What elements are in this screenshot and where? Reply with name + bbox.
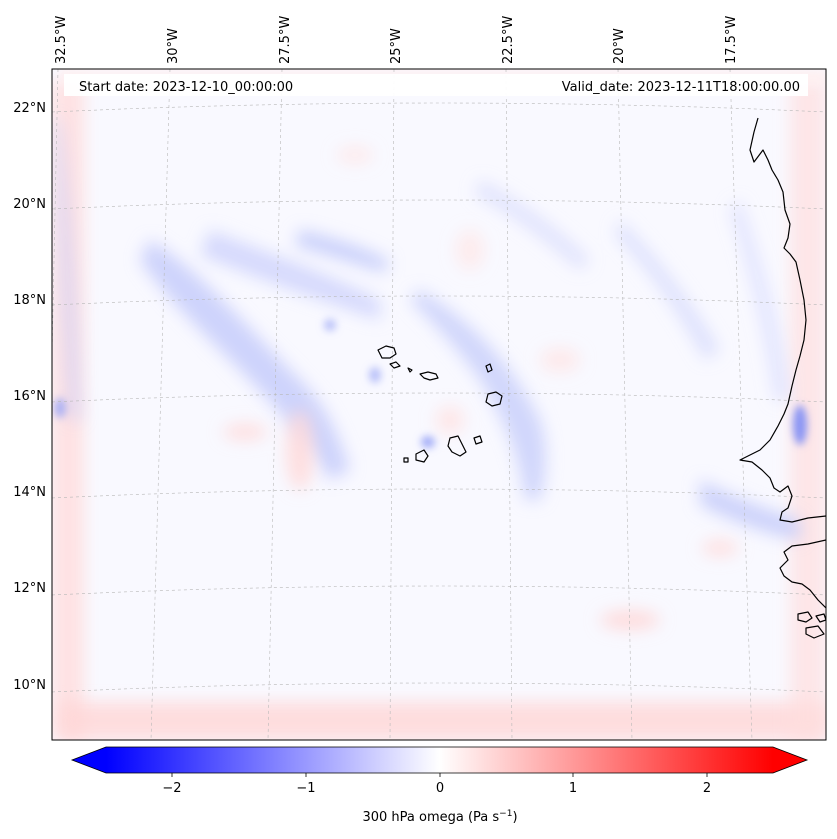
longitude-axis: 32.5°W 30°W 27.5°W 25°W 22.5°W 20°W 17.5… bbox=[54, 16, 739, 64]
colorbar-label-0: 0 bbox=[436, 781, 444, 796]
gridline-lon-20w bbox=[617, 69, 633, 740]
colorbar-label-m1: −1 bbox=[296, 781, 315, 796]
gridline-lon-22-5w bbox=[505, 69, 513, 740]
gridline-lon-25w bbox=[389, 69, 395, 740]
descent-patch-1 bbox=[286, 410, 314, 490]
map-gridlines bbox=[52, 69, 826, 740]
lat-label-14n: 14°N bbox=[13, 485, 46, 500]
gridline-lat-10n bbox=[52, 682, 826, 693]
lon-label-32-5w: 32.5°W bbox=[54, 16, 69, 64]
lon-label-17-5w: 17.5°W bbox=[724, 16, 739, 64]
colorbar-label-2: 2 bbox=[703, 781, 711, 796]
island-santiago bbox=[447, 435, 467, 457]
gridline-lat-22n bbox=[52, 102, 826, 113]
island-brava bbox=[403, 457, 409, 463]
gridline-lon-27-5w bbox=[267, 69, 283, 740]
ascent-core-east bbox=[793, 405, 807, 445]
colorbar-title-end: ) bbox=[512, 810, 517, 825]
lat-label-22n: 22°N bbox=[13, 101, 46, 116]
omega-subsidence-regions bbox=[223, 147, 738, 630]
lat-label-20n: 20°N bbox=[13, 197, 46, 212]
gridline-lat-18n bbox=[52, 295, 826, 306]
colorbar-min-extend bbox=[72, 747, 106, 773]
island-boa-vista bbox=[485, 391, 503, 407]
colorbar-title-sup: −1 bbox=[499, 809, 512, 819]
colorbar-max-extend bbox=[773, 747, 807, 773]
descent-patch-7 bbox=[540, 348, 580, 372]
ascent-core-center bbox=[369, 367, 381, 383]
ascent-streak-6 bbox=[615, 220, 720, 360]
ascent-streak-3 bbox=[295, 230, 390, 272]
colorbar-title: 300 hPa omega (Pa s−1) bbox=[362, 809, 517, 825]
lon-label-30w: 30°W bbox=[166, 28, 181, 64]
lon-label-27-5w: 27.5°W bbox=[278, 16, 293, 64]
descent-patch-6 bbox=[337, 147, 373, 163]
descent-patch-3 bbox=[600, 610, 660, 630]
colorbar-gradient bbox=[106, 747, 773, 773]
gridline-lat-12n bbox=[52, 585, 826, 596]
gridline-lon-30w bbox=[150, 69, 171, 740]
descent-patch-5 bbox=[436, 406, 464, 434]
lat-label-10n: 10°N bbox=[13, 678, 46, 693]
colorbar-label-1: 1 bbox=[569, 781, 577, 796]
ascent-streak-4 bbox=[410, 290, 546, 500]
island-sal bbox=[485, 363, 493, 373]
ascent-streak-8 bbox=[700, 480, 800, 540]
gridline-lat-16n bbox=[52, 392, 826, 403]
ascent-core-north bbox=[324, 319, 336, 331]
island-fogo bbox=[415, 449, 429, 463]
lon-label-25w: 25°W bbox=[389, 28, 404, 64]
omega-band-south bbox=[60, 702, 826, 740]
coastline-bissagos-1 bbox=[797, 611, 813, 623]
colorbar-ticks bbox=[171, 773, 708, 777]
island-santo-antao bbox=[377, 345, 397, 359]
island-sao-vicente bbox=[389, 361, 401, 369]
island-santa-luzia bbox=[407, 367, 413, 373]
coastline-bissagos-3 bbox=[815, 613, 826, 623]
ascent-streak-9 bbox=[730, 200, 790, 400]
map-frame bbox=[51, 68, 827, 741]
map-plot-area: Start date: 2023-12-10_00:00:00 Valid_da… bbox=[51, 68, 827, 741]
ascent-streak-2 bbox=[200, 230, 380, 320]
lat-label-16n: 16°N bbox=[13, 389, 46, 404]
gridline-lon-17-5w bbox=[729, 69, 753, 740]
gridline-lat-20n bbox=[52, 199, 826, 210]
lat-label-18n: 18°N bbox=[13, 293, 46, 308]
ascent-core-west bbox=[54, 398, 66, 418]
island-sao-nicolau bbox=[419, 371, 439, 381]
coastline-guinea-bissau bbox=[779, 539, 826, 609]
lon-label-22-5w: 22.5°W bbox=[501, 16, 516, 64]
coastline-africa bbox=[739, 117, 826, 523]
ascent-streak-5 bbox=[475, 180, 590, 270]
island-maio bbox=[473, 435, 483, 445]
gridline-lat-14n bbox=[52, 488, 826, 499]
colorbar-title-main: 300 hPa omega (Pa s bbox=[362, 810, 499, 825]
descent-patch-8 bbox=[456, 230, 484, 270]
ascent-streak-7 bbox=[55, 120, 80, 420]
coastlines bbox=[377, 117, 826, 639]
colorbar-outline bbox=[70, 746, 809, 774]
latitude-axis: 22°N 20°N 18°N 16°N 14°N 12°N 10°N bbox=[13, 101, 46, 693]
map-header-box bbox=[64, 74, 808, 96]
ascent-core-islands bbox=[421, 436, 435, 448]
descent-patch-4 bbox=[702, 540, 738, 556]
valid-date-label: Valid_date: 2023-12-11T18:00:00.00 bbox=[562, 80, 800, 95]
map-background bbox=[52, 69, 826, 740]
colorbar: −2 −1 0 1 2 300 hPa omega (Pa s−1) bbox=[70, 746, 809, 825]
descent-patch-2 bbox=[223, 424, 267, 440]
coastline-bissagos-2 bbox=[805, 625, 825, 639]
lon-label-20w: 20°W bbox=[612, 28, 627, 64]
colorbar-label-m2: −2 bbox=[162, 781, 181, 796]
start-date-label: Start date: 2023-12-10_00:00:00 bbox=[79, 80, 293, 95]
lat-label-12n: 12°N bbox=[13, 581, 46, 596]
omega-strong-ascent bbox=[54, 319, 807, 448]
